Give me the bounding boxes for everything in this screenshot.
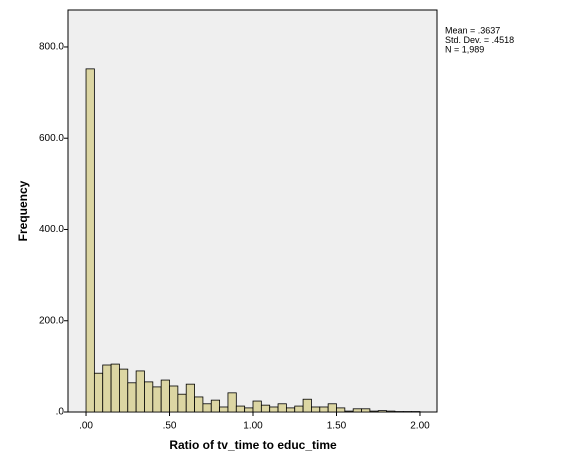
bar: [194, 396, 204, 413]
bar: [110, 363, 120, 413]
bar: [185, 383, 195, 413]
bar: [252, 400, 262, 413]
bar: [361, 408, 371, 413]
bar: [285, 407, 296, 413]
bar: [269, 406, 279, 413]
x-tick-label: .00: [79, 421, 93, 432]
bar: [119, 368, 129, 413]
y-tick-label: 200.0: [39, 315, 64, 326]
bar: [219, 406, 229, 413]
bar: [386, 410, 396, 413]
plot-area: [67, 9, 438, 413]
bar: [352, 408, 362, 413]
y-tick-label: 400.0: [39, 224, 64, 235]
x-tick-label: 1.50: [327, 421, 347, 432]
x-tick-label: 1.00: [243, 421, 263, 432]
y-axis-title: Frequency: [16, 180, 30, 241]
bar: [144, 381, 154, 413]
bar: [319, 406, 329, 413]
bar: [377, 410, 387, 413]
bar: [327, 403, 337, 413]
bar: [336, 407, 346, 413]
x-tick-label: .50: [163, 421, 177, 432]
bar: [210, 399, 221, 413]
y-tick-label: 600.0: [39, 133, 64, 144]
bar: [344, 410, 354, 413]
stats-text: N = 1,989: [445, 44, 484, 54]
bar: [102, 364, 112, 413]
y-tick-label: .0: [56, 407, 65, 418]
bar: [202, 403, 212, 413]
bar: [152, 386, 162, 413]
x-tick-label: 2.00: [410, 421, 430, 432]
bar: [244, 407, 254, 413]
bar: [227, 392, 237, 413]
y-tick-label: 800.0: [39, 42, 64, 53]
bar: [135, 370, 145, 413]
bar: [277, 403, 287, 413]
bar: [85, 68, 95, 413]
stats-text: Mean = .3637: [445, 25, 500, 35]
bar: [369, 410, 379, 413]
bar: [235, 405, 246, 413]
bar: [260, 404, 271, 413]
bar: [93, 372, 104, 413]
bar: [169, 385, 179, 413]
stats-text: Std. Dev. = .4518: [445, 35, 514, 45]
bar: [311, 406, 321, 413]
bar: [127, 382, 137, 413]
x-axis-title: Ratio of tv_time to educ_time: [169, 438, 337, 452]
bar: [160, 379, 170, 413]
bar: [177, 393, 187, 413]
bar: [302, 398, 312, 413]
bar: [294, 405, 304, 413]
